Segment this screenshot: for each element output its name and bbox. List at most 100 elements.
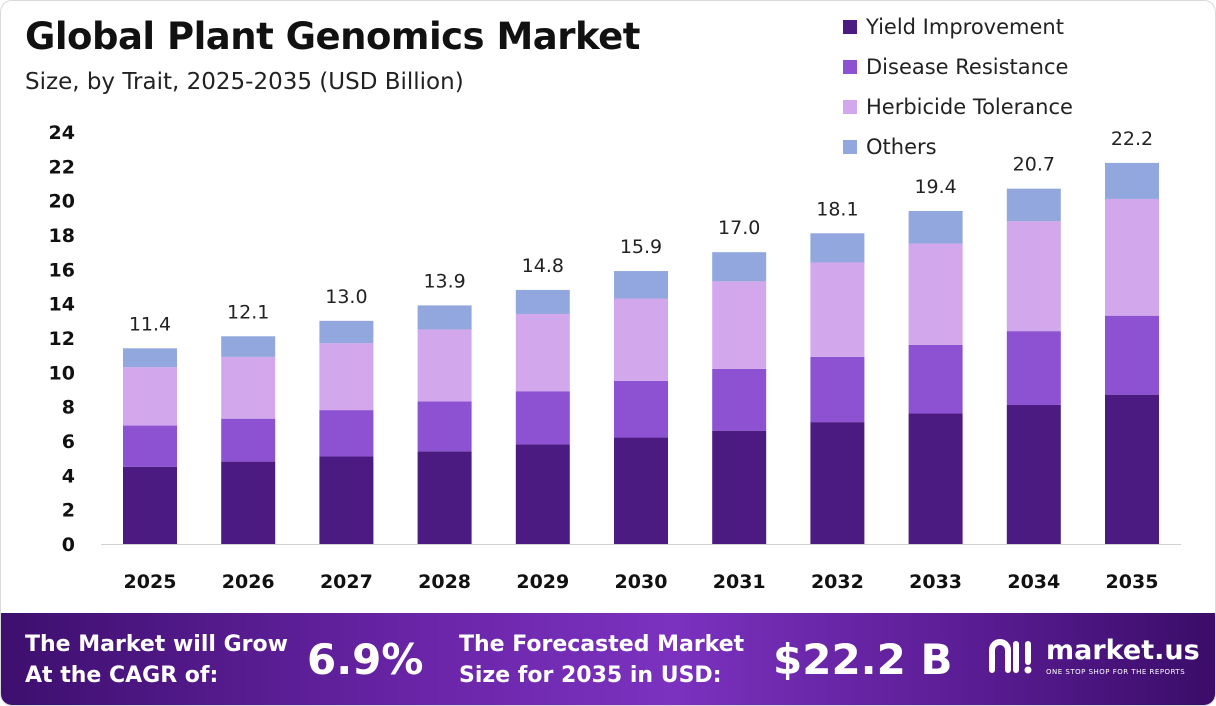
legend-swatch	[843, 60, 857, 74]
bar-segment-herbicide-tolerance	[1006, 221, 1061, 332]
x-tick-label: 2033	[909, 571, 962, 593]
x-tick-label: 2035	[1106, 571, 1159, 593]
bar-segment-herbicide-tolerance	[908, 243, 963, 345]
bar-segment-disease-resistance	[712, 368, 767, 431]
bar-total-label: 15.9	[620, 236, 662, 258]
x-tick-label: 2031	[713, 571, 766, 593]
legend-label: Yield Improvement	[866, 15, 1064, 39]
bar-segment-others	[1105, 162, 1159, 199]
y-tick-label: 16	[49, 259, 75, 281]
y-tick-label: 6	[62, 431, 75, 453]
bar-segment-yield-improvement	[515, 444, 570, 544]
x-tick-label: 2029	[516, 571, 569, 593]
bar-segment-others	[319, 320, 374, 344]
x-tick-label: 2034	[1007, 571, 1060, 593]
y-tick-label: 10	[49, 362, 75, 384]
market-us-logo-icon	[989, 638, 1032, 673]
y-tick-label: 22	[49, 156, 75, 178]
bar-segment-yield-improvement	[319, 456, 374, 544]
bar-segment-yield-improvement	[810, 422, 865, 544]
legend-item-disease-resistance: Disease Resistance	[843, 47, 1073, 87]
bar-total-label: 17.0	[718, 217, 760, 239]
legend-label: Disease Resistance	[866, 55, 1069, 79]
x-tick-label: 2026	[222, 571, 275, 593]
legend-swatch	[843, 100, 857, 114]
y-tick-label: 18	[49, 225, 75, 247]
legend-label: Herbicide Tolerance	[866, 95, 1073, 119]
bar-total-label: 13.0	[325, 286, 367, 308]
stacked-bar-chart: 02468101214161820222411.4202512.1202613.…	[49, 122, 1181, 593]
y-tick-label: 2	[62, 500, 75, 522]
bar-total-label: 11.4	[129, 313, 171, 335]
bar-segment-herbicide-tolerance	[1105, 198, 1159, 316]
bar-segment-herbicide-tolerance	[515, 313, 570, 392]
bar-segment-disease-resistance	[810, 356, 865, 423]
bar-segment-yield-improvement	[417, 451, 472, 544]
bar-segment-disease-resistance	[1006, 331, 1061, 405]
y-tick-label: 8	[62, 397, 75, 419]
bar-segment-herbicide-tolerance	[810, 262, 865, 357]
bar-segment-disease-resistance	[515, 391, 570, 445]
x-tick-label: 2025	[124, 571, 177, 593]
brand-tagline: ONE STOP SHOP FOR THE REPORTS	[1046, 668, 1186, 676]
x-tick-label: 2032	[811, 571, 864, 593]
bar-segment-others	[614, 271, 668, 299]
bar-segment-disease-resistance	[123, 425, 177, 467]
legend-swatch	[843, 20, 857, 34]
bar-total-label: 12.1	[227, 301, 269, 323]
x-tick-label: 2027	[320, 571, 373, 593]
cagr-label-line1: The Market will Grow	[25, 632, 288, 657]
footer-banner: The Market will Grow At the CAGR of: 6.9…	[1, 613, 1215, 705]
y-tick-label: 12	[49, 328, 75, 350]
bar-segment-herbicide-tolerance	[123, 367, 177, 426]
bar-segment-others	[515, 289, 570, 314]
bar-total-label: 19.4	[914, 176, 956, 198]
legend-swatch	[843, 140, 857, 154]
bar-segment-disease-resistance	[614, 380, 668, 438]
legend-item-herbicide-tolerance: Herbicide Tolerance	[843, 87, 1073, 127]
y-tick-label: 4	[62, 465, 75, 487]
bar-segment-disease-resistance	[417, 401, 472, 452]
y-tick-label: 20	[49, 191, 75, 213]
brand-name: market.us	[1046, 635, 1200, 666]
forecast-label: The Forecasted Market Size for 2035 in U…	[459, 629, 744, 691]
bar-segment-herbicide-tolerance	[614, 298, 668, 381]
legend-item-others: Others	[843, 127, 1073, 167]
bar-segment-yield-improvement	[1105, 394, 1159, 544]
bar-total-label: 18.1	[816, 198, 858, 220]
bar-segment-yield-improvement	[1006, 404, 1061, 544]
brand-logo[interactable]: market.us ONE STOP SHOP FOR THE REPORTS	[986, 635, 1200, 676]
bar-segment-disease-resistance	[1105, 315, 1159, 395]
bar-segment-others	[810, 233, 865, 263]
forecast-value: $22.2 B	[773, 635, 953, 684]
cagr-label-line2: At the CAGR of:	[25, 663, 219, 688]
bar-segment-herbicide-tolerance	[712, 281, 767, 369]
bar-segment-others	[712, 252, 767, 282]
bar-segment-disease-resistance	[908, 344, 963, 414]
chart-title: Global Plant Genomics Market	[25, 15, 640, 58]
forecast-label-line1: The Forecasted Market	[459, 632, 745, 657]
x-tick-label: 2028	[418, 571, 471, 593]
bar-segment-disease-resistance	[319, 410, 374, 457]
bar-segment-yield-improvement	[123, 466, 177, 544]
bar-segment-yield-improvement	[614, 437, 668, 544]
y-tick-label: 0	[62, 534, 75, 556]
bar-segment-herbicide-tolerance	[221, 356, 276, 419]
bar-segment-yield-improvement	[908, 413, 963, 544]
y-tick-label: 14	[49, 294, 75, 316]
bar-segment-yield-improvement	[712, 430, 767, 544]
bar-segment-yield-improvement	[221, 461, 276, 544]
forecast-label-line2: Size for 2035 in USD:	[459, 663, 722, 688]
bar-total-label: 20.7	[1013, 154, 1055, 176]
legend: Yield Improvement Disease Resistance Her…	[843, 7, 1073, 167]
y-tick-label: 24	[49, 122, 75, 144]
bar-segment-herbicide-tolerance	[319, 343, 374, 411]
cagr-value: 6.9%	[307, 635, 424, 684]
bar-segment-others	[908, 210, 963, 244]
bar-segment-disease-resistance	[221, 418, 276, 462]
legend-item-yield-improvement: Yield Improvement	[843, 7, 1073, 47]
x-tick-label: 2030	[615, 571, 668, 593]
bar-segment-others	[1006, 188, 1061, 222]
bar-total-label: 13.9	[423, 270, 465, 292]
